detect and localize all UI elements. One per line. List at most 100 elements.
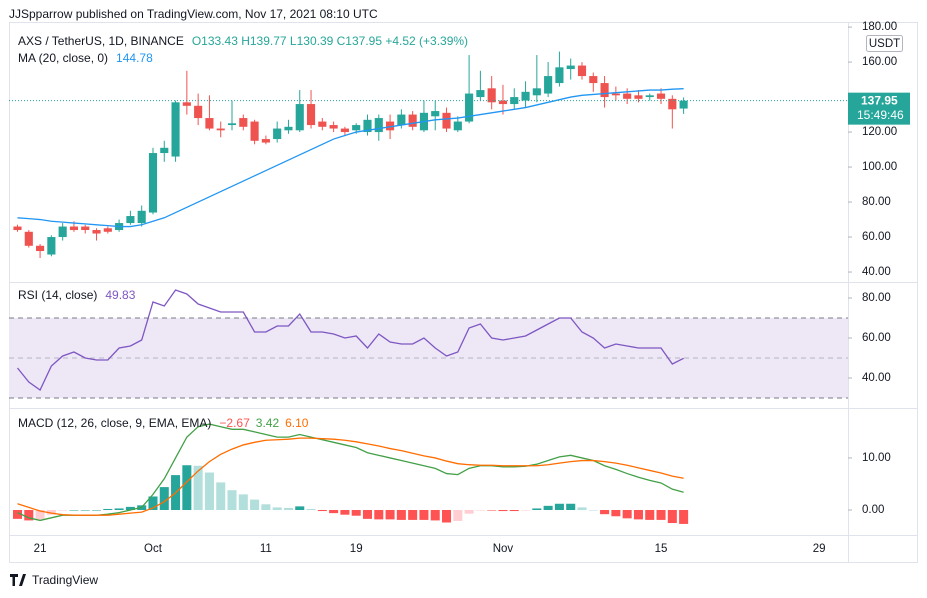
footer-logo: TradingView: [10, 573, 98, 587]
macd-histogram-bar: [622, 510, 632, 519]
candle-body: [306, 104, 316, 126]
y-tick-label: 100.00: [862, 161, 897, 173]
macd-line: [17, 423, 684, 522]
symbol-title: AXS / TetherUS, 1D, BINANCE: [18, 34, 184, 48]
macd-header: MACD (12, 26, close, 9, EMA, EMA) −2.67 3.…: [18, 416, 309, 430]
candle-body: [103, 228, 112, 232]
rsi-line: [16, 289, 684, 391]
macd-histogram-bar: [464, 510, 474, 514]
footer-brand: TradingView: [32, 573, 98, 587]
candle-body: [386, 121, 395, 131]
plot-layer: [9, 26, 852, 524]
macd-histogram-bar: [374, 510, 384, 520]
x-tick-label: Nov: [493, 543, 514, 555]
macd-histogram-bar: [408, 510, 418, 520]
candle-body: [284, 126, 293, 131]
candle-body: [47, 237, 56, 255]
candle-body: [239, 118, 248, 127]
chart-frame: [9, 22, 918, 563]
candle-body: [431, 111, 440, 117]
macd-histogram-bar: [385, 510, 395, 520]
countdown: 15:49:46: [857, 108, 904, 122]
candle-body: [182, 102, 191, 106]
candle-body: [656, 93, 666, 99]
candle-body: [465, 93, 474, 122]
macd-histogram-bar: [12, 510, 23, 519]
macd-histogram-bar: [509, 510, 519, 512]
candle-body: [442, 112, 451, 129]
candle-body: [397, 114, 406, 126]
rsi-readout: 49.83: [105, 288, 135, 302]
macd-histogram-bar: [532, 508, 542, 511]
y-tick-label: 60.00: [862, 332, 891, 344]
y-tick-label: 60.00: [862, 231, 891, 243]
macd-histogram-bar: [645, 510, 655, 520]
ohlc-readout: O133.43 H139.77 L130.39 C137.95 +4.52 (+…: [192, 34, 468, 48]
candle-body: [374, 118, 383, 133]
candle-body: [544, 76, 553, 94]
candle-body: [532, 88, 541, 96]
last-price-label: 137.95: [861, 93, 898, 107]
macd-histogram-bar: [159, 487, 169, 511]
candle-body: [329, 125, 338, 129]
x-tick-label: Oct: [144, 543, 163, 555]
currency-badge[interactable]: [866, 35, 903, 52]
candle-body: [69, 226, 79, 231]
candle-body: [352, 125, 361, 131]
macd-histogram-bar: [611, 510, 621, 517]
macd-histogram-bar: [250, 499, 260, 511]
macd-histogram-bar: [80, 510, 90, 511]
candle-body: [227, 123, 237, 126]
macd-histogram-bar: [125, 506, 135, 511]
macd-histogram-bar: [35, 510, 45, 520]
macd-readout: 6.10: [285, 416, 309, 430]
macd-histogram-bar: [554, 503, 564, 511]
macd-histogram-bar: [679, 510, 689, 524]
x-tick-label: 15: [655, 543, 668, 555]
macd-histogram-bar: [182, 465, 192, 511]
candle-body: [58, 226, 67, 238]
macd-histogram-bar: [295, 506, 305, 511]
macd-histogram-bar: [329, 510, 339, 514]
candle-body: [623, 93, 632, 99]
y-tick-label: 0.00: [862, 504, 884, 516]
candle-body: [408, 114, 417, 127]
macd-histogram-bar: [430, 510, 440, 521]
macd-readout: 3.42: [256, 416, 280, 430]
macd-histogram-bar: [238, 494, 248, 511]
y-tick-label: 40.00: [862, 266, 891, 278]
macd-histogram-bar: [114, 508, 124, 511]
macd-histogram-bar: [103, 508, 113, 511]
macd-histogram-bar: [419, 510, 429, 520]
moving-average: [17, 88, 684, 228]
macd-histogram-bar: [656, 510, 666, 520]
candle-body: [148, 153, 158, 213]
macd-histogram-bar: [193, 465, 203, 511]
candle-body: [318, 121, 327, 127]
y-tick-label: 80.00: [862, 292, 891, 304]
macd-histogram-bar: [633, 510, 643, 520]
candle-body: [645, 95, 654, 98]
symbol-header: AXS / TetherUS, 1D, BINANCE O133.43 H139.…: [18, 34, 468, 48]
candle-body: [600, 83, 609, 98]
candle-body: [92, 230, 101, 234]
macd-histogram-bar: [442, 510, 452, 523]
candle-body: [216, 128, 225, 131]
macd-histogram-bar: [498, 510, 508, 512]
ma-readout: 144.78: [116, 51, 153, 65]
y-tick-label: 80.00: [862, 196, 891, 208]
candle-body: [679, 100, 688, 109]
macd-title: MACD (12, 26, close, 9, EMA, EMA): [18, 416, 211, 430]
x-tick-label: 21: [34, 543, 47, 555]
candle-body: [24, 231, 33, 246]
candle-body: [36, 245, 45, 252]
attribution: JJSpparrow published on TradingView.com,…: [9, 7, 378, 21]
macd-histogram-bar: [317, 510, 327, 512]
ma-title: MA (20, close, 0): [18, 51, 108, 65]
y-tick-label: 180.00: [862, 21, 897, 33]
macd-histogram-bar: [362, 510, 373, 519]
macd-histogram-bar: [340, 510, 350, 515]
candle-body: [205, 118, 214, 129]
logo-mark: [10, 574, 26, 586]
